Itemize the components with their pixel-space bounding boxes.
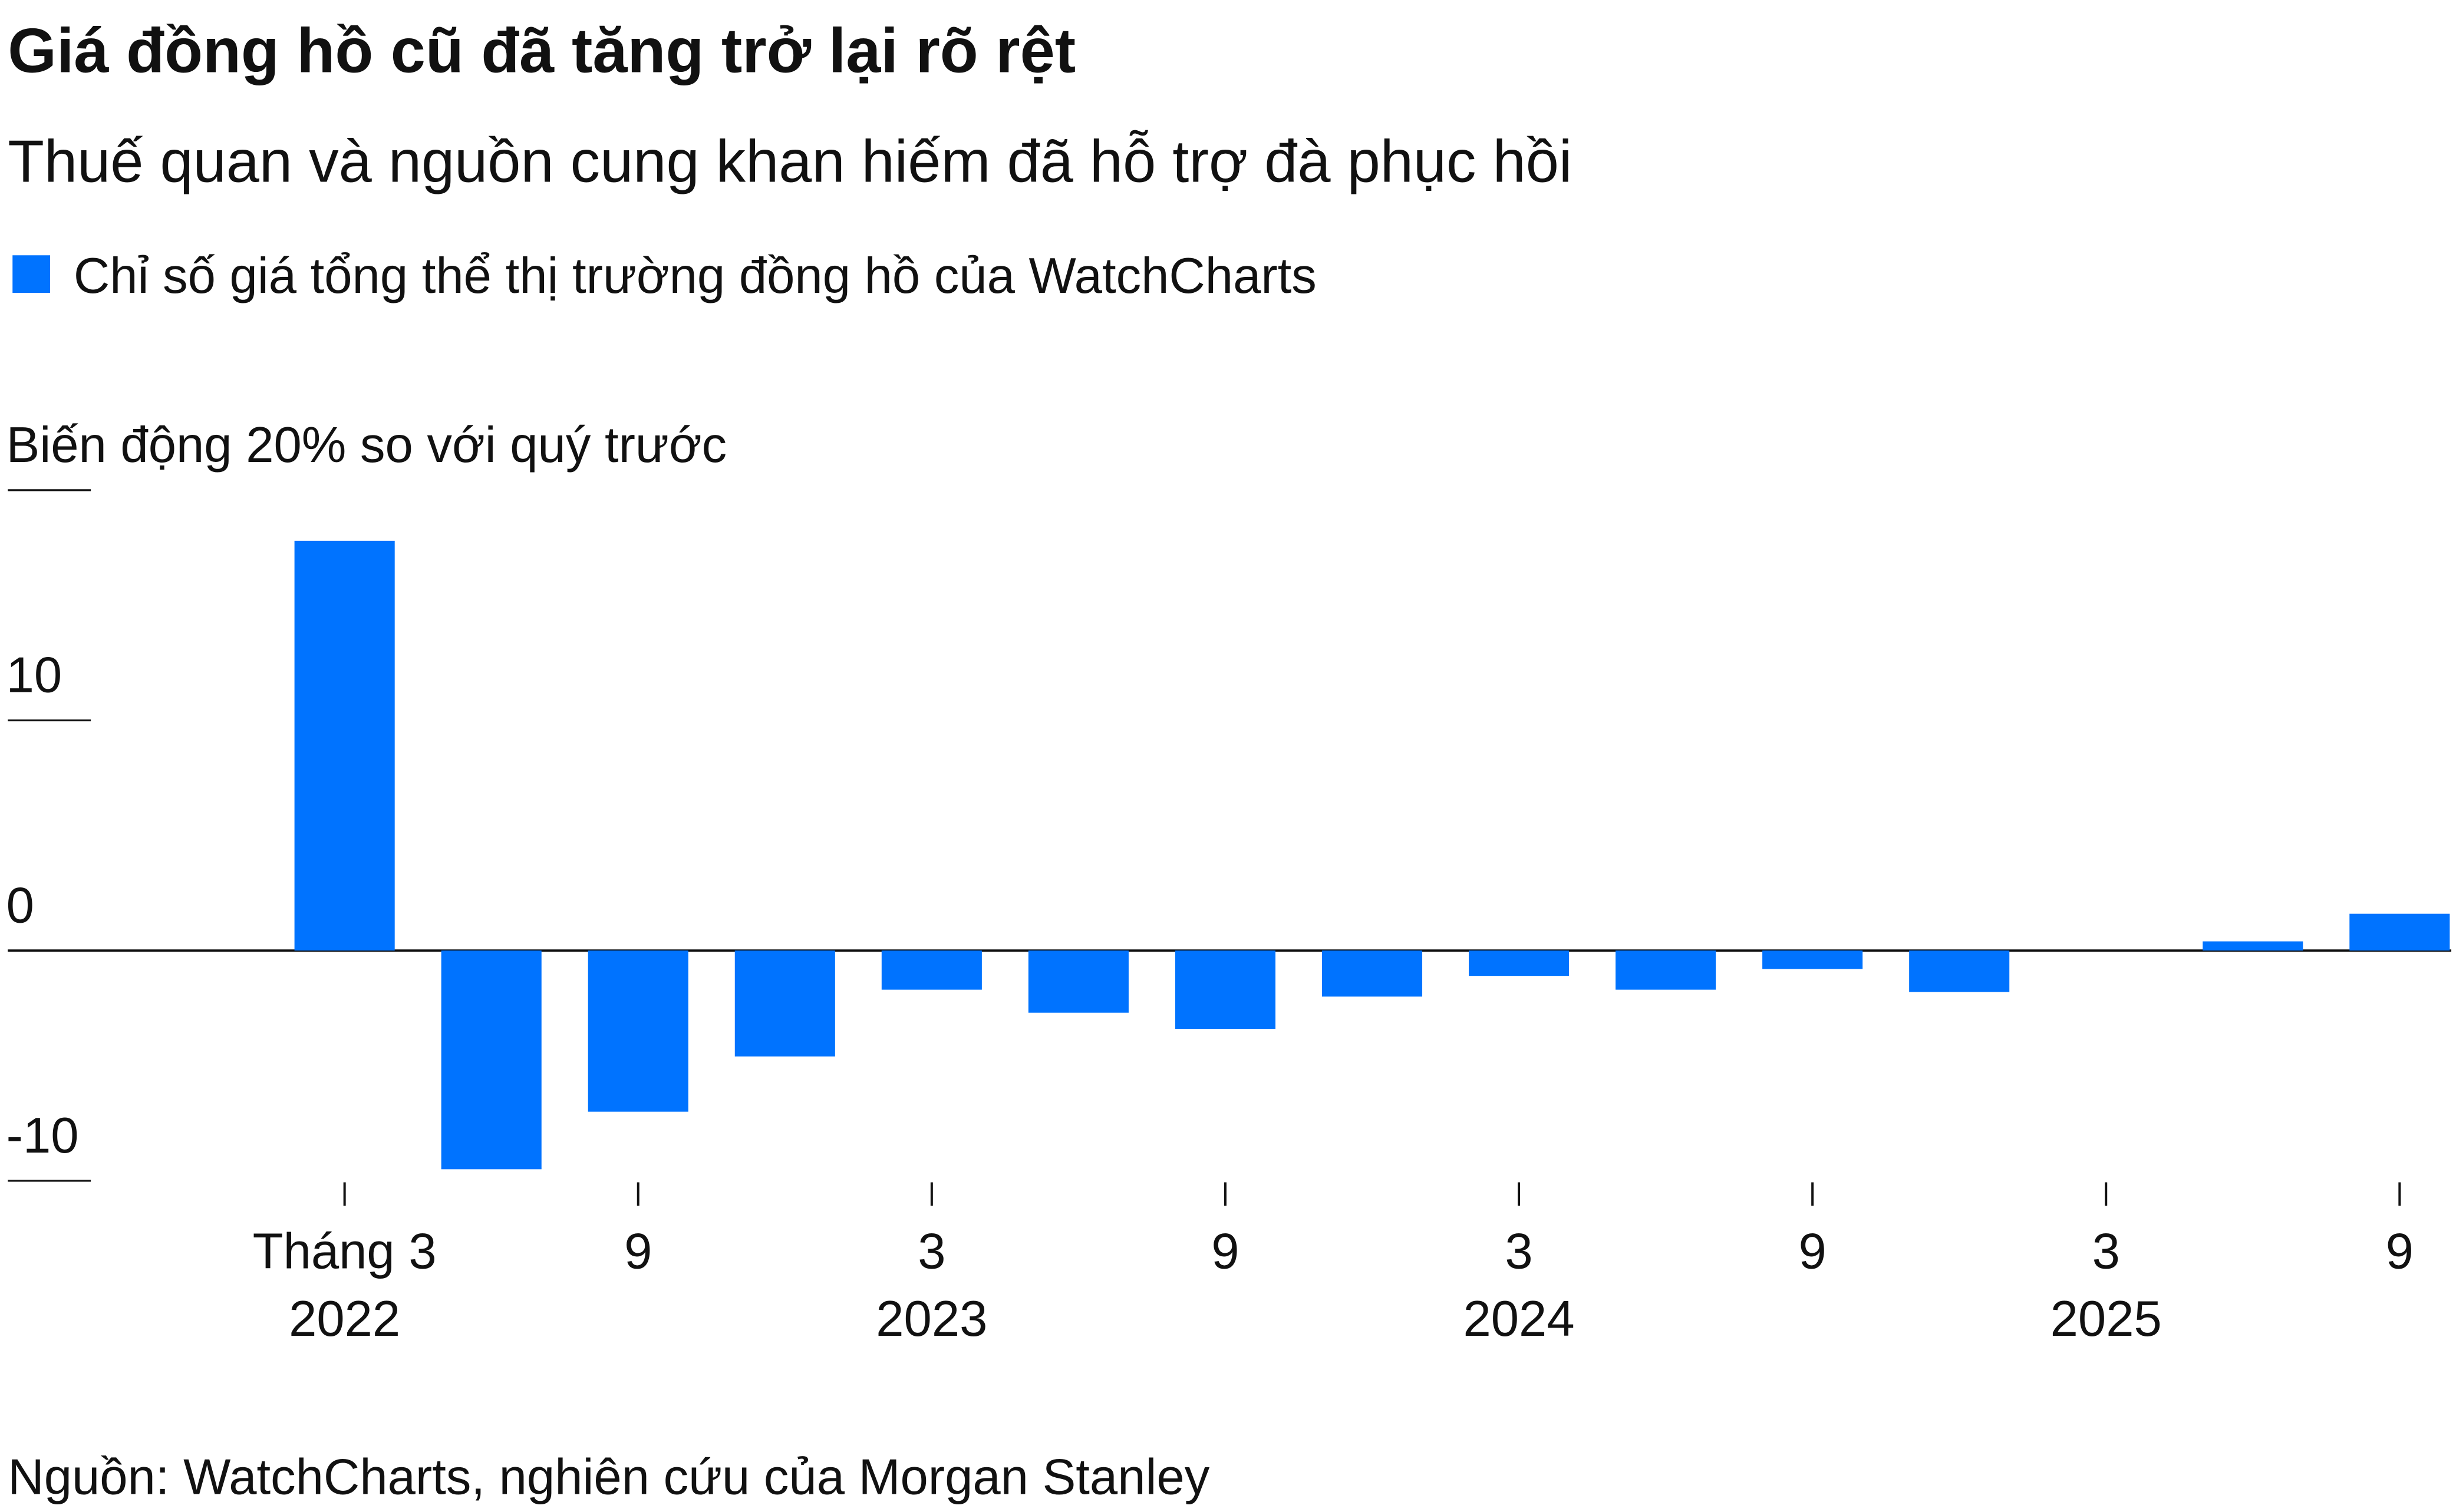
y-tick-label: 10	[6, 648, 62, 704]
x-tick-label: 9	[2386, 1224, 2414, 1280]
bar	[441, 950, 542, 1170]
legend-label: Chỉ số giá tổng thể thị trường đồng hồ c…	[74, 248, 1317, 304]
bar	[1321, 950, 1423, 997]
x-tick-label: 9	[1798, 1224, 1826, 1280]
bar	[2203, 941, 2303, 951]
bar	[294, 540, 395, 951]
x-tick-label: 9	[624, 1224, 652, 1280]
bar	[1468, 950, 1570, 976]
bar	[588, 950, 688, 1112]
x-tick-label: 3	[918, 1224, 945, 1280]
bar	[1028, 950, 1129, 1013]
bar	[1762, 950, 1863, 969]
bar	[1909, 950, 2010, 992]
bar	[1616, 950, 1716, 990]
chart-subtitle: Thuế quan và nguồn cung khan hiếm đã hỗ …	[8, 128, 1572, 194]
y-tick-label: 0	[6, 877, 34, 933]
x-tick-label: 3	[1505, 1224, 1532, 1280]
x-year-label: 2023	[876, 1291, 987, 1347]
legend-swatch	[12, 255, 51, 293]
x-tick-label: Tháng 3	[253, 1224, 437, 1280]
x-year-label: 2022	[289, 1291, 400, 1347]
bar	[734, 950, 835, 1057]
x-tick-label: 3	[2092, 1224, 2120, 1280]
x-year-label: 2025	[2050, 1291, 2162, 1347]
source: Nguồn: WatchCharts, nghiên cứu của Morga…	[8, 1449, 1209, 1505]
bar	[2349, 913, 2450, 951]
y-tick-label: -10	[6, 1108, 79, 1164]
chart-title: Giá đồng hồ cũ đã tăng trở lại rõ rệt	[8, 15, 1076, 85]
bar	[1175, 950, 1275, 1029]
y-tick-label: Biến động 20% so với quý trước	[6, 417, 727, 473]
x-year-label: 2024	[1463, 1291, 1574, 1347]
bar	[881, 950, 982, 990]
x-tick-label: 9	[1211, 1224, 1239, 1280]
